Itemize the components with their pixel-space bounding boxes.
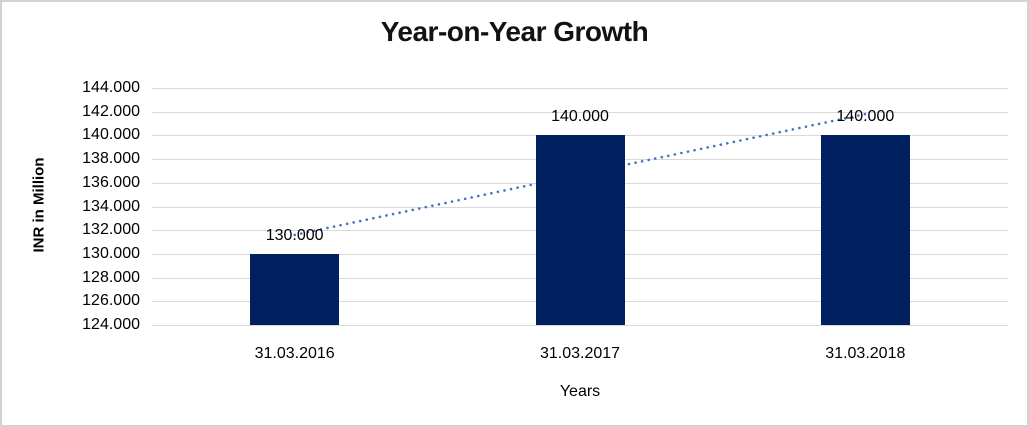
y-axis-tick-label: 138.000 [82,150,140,168]
y-axis-tick-label: 136.000 [82,173,140,191]
bar-31.03.2016 [250,253,340,325]
y-axis-tick-label: 144.000 [82,79,140,96]
data-label: 130.000 [265,226,324,244]
data-label: 140.000 [551,108,609,126]
x-axis-tick-label: 31.03.2018 [825,345,906,362]
x-axis-title: Years [559,383,601,400]
y-axis-tick-label: 132.000 [82,221,140,239]
y-axis-title: INR in Million [30,157,48,253]
gridline [152,88,1008,89]
gridline [152,325,1008,326]
gridline [152,111,1008,113]
x-axis-tick-label: 31.03.2016 [254,345,335,362]
data-label: 140.000 [836,108,895,126]
y-axis-tick-label: 130.000 [82,244,140,262]
y-axis-tick-label: 142.000 [82,102,140,120]
y-axis-tick-label: 124.000 [82,316,140,333]
bar-31.03.2018 [820,135,910,325]
y-axis-tick-label: 134.000 [82,197,140,215]
y-axis-tick-label: 126.000 [82,292,140,310]
y-axis-tick-label: 140.000 [82,126,140,144]
chart-title: Year-on-Year Growth [380,16,649,47]
y-axis-tick-label: 128.000 [82,268,140,286]
bar-31.03.2017 [535,135,625,325]
x-axis-tick-label: 31.03.2017 [539,345,621,362]
